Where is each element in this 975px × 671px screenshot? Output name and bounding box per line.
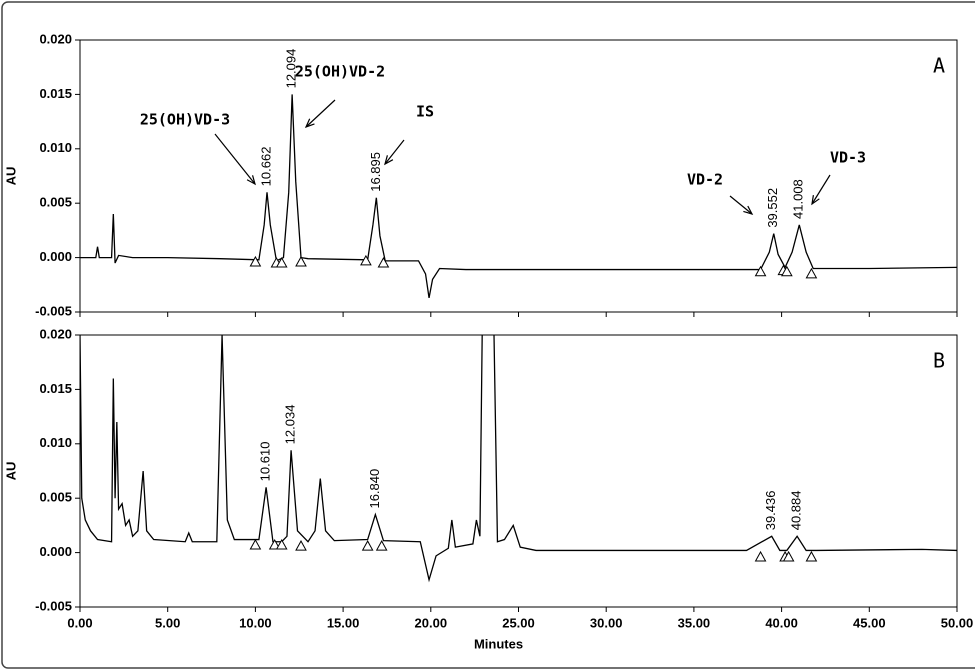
peak-label: 39.552 (765, 188, 780, 228)
x-tick-label: 50.00 (941, 615, 974, 630)
arrow-head (811, 195, 820, 206)
annotation-arrow (811, 174, 831, 205)
integration-mark (295, 540, 307, 551)
arrow-head (384, 155, 394, 166)
integration-mark (249, 538, 262, 550)
arrow-head (304, 118, 315, 129)
x-tick-label: 10.00 (239, 615, 272, 630)
x-axis-label: Minutes (474, 636, 523, 651)
x-tick-label: 25.00 (502, 615, 535, 630)
y-tick-label: 0.005 (39, 490, 72, 505)
trace (80, 335, 957, 583)
integration-mark (275, 257, 288, 268)
trace-group (80, 335, 957, 583)
integration-mark (249, 255, 262, 267)
x-tick-label: 20.00 (415, 615, 448, 630)
integration-mark (295, 255, 307, 267)
peak-label: 39.436 (763, 491, 778, 531)
plot-frame (79, 334, 958, 608)
arrow-head (743, 205, 754, 215)
annotation: IS (416, 103, 434, 121)
peak-label: 12.094 (284, 49, 299, 89)
y-axis-label: AU (3, 167, 18, 186)
x-tick-label: 40.00 (765, 615, 798, 630)
peak-label: 41.008 (791, 179, 806, 219)
annotation: 25(OH)VD-2 (295, 63, 385, 81)
y-tick-label: 0.015 (39, 86, 72, 101)
integration-mark (361, 540, 374, 551)
annotation-arrow (214, 133, 256, 185)
panel-label: B (933, 349, 945, 373)
integration-mark (754, 550, 767, 562)
y-tick-label: 0.015 (39, 381, 72, 396)
x-tick-label: 0.00 (67, 615, 92, 630)
x-tick-label: 30.00 (590, 615, 623, 630)
y-tick-label: 0.010 (39, 435, 72, 450)
peak-label: 16.840 (367, 469, 382, 509)
x-tick-label: 5.00 (155, 615, 180, 630)
y-tick-label: -0.005 (35, 598, 72, 613)
plot-frame (79, 39, 958, 313)
annotation: VD-3 (830, 149, 866, 167)
integration-mark (805, 550, 818, 562)
x-tick-label: 15.00 (327, 615, 360, 630)
integration-mark (268, 538, 281, 550)
y-tick-label: 0.000 (39, 249, 72, 264)
integration-mark (782, 550, 795, 562)
annotation-arrow (384, 139, 405, 165)
y-axis-label: AU (3, 462, 18, 481)
arrow-head (246, 175, 256, 186)
integration-mark (275, 538, 288, 550)
peak-label: 12.034 (283, 405, 298, 445)
integration-mark (754, 265, 767, 277)
y-tick-label: 0.020 (39, 31, 72, 46)
panel-label: A (933, 54, 945, 78)
y-tick-label: 0.010 (39, 140, 72, 155)
annotation-arrow (729, 195, 753, 215)
x-tick-label: 35.00 (678, 615, 711, 630)
integration-mark (375, 540, 388, 551)
peak-label: 10.610 (258, 442, 273, 482)
annotation: 25(OH)VD-3 (140, 111, 230, 129)
x-tick-label: 45.00 (853, 615, 886, 630)
y-tick-label: 0.000 (39, 544, 72, 559)
y-tick-label: 0.005 (39, 195, 72, 210)
peak-label: 16.895 (368, 152, 383, 192)
integration-mark (781, 265, 793, 277)
y-tick-label: -0.005 (35, 303, 72, 318)
annotation-arrow (305, 99, 336, 128)
y-tick-label: 0.020 (39, 326, 72, 341)
peak-label: 10.662 (258, 147, 273, 187)
integration-mark (805, 267, 818, 279)
integration-mark (360, 254, 372, 266)
integration-mark (377, 257, 390, 268)
annotation: VD-2 (687, 171, 723, 189)
peak-label: 40.884 (789, 491, 804, 531)
